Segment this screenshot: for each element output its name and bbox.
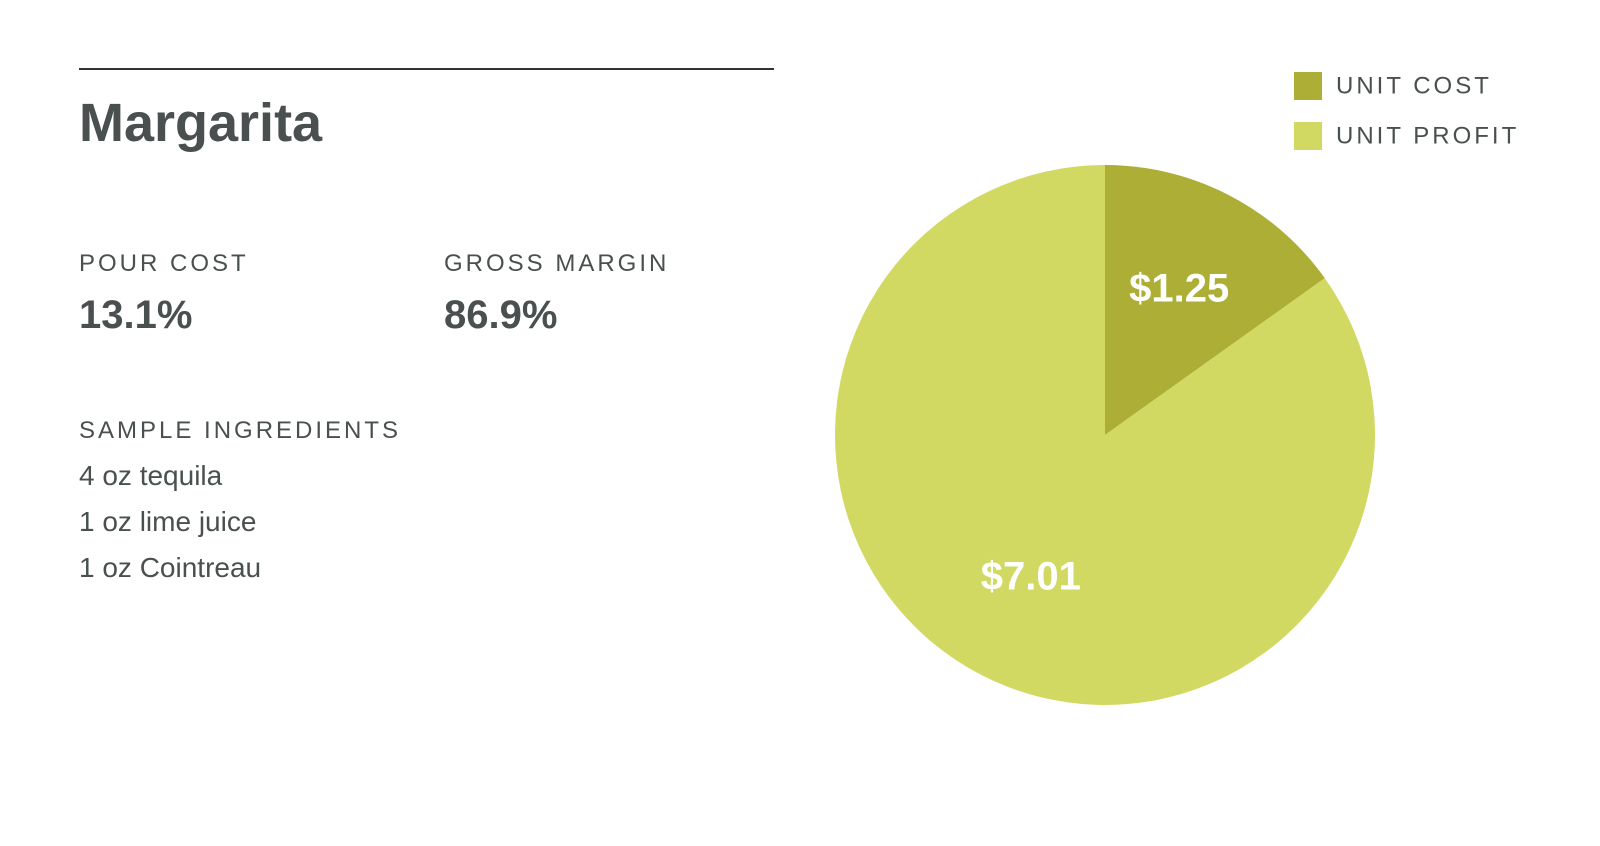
stat-value: 86.9% bbox=[444, 293, 558, 337]
legend-label: UNIT PROFIT bbox=[1336, 122, 1519, 149]
data-label: $7.01 bbox=[981, 555, 1081, 599]
pie-slice bbox=[835, 165, 1376, 706]
pie-slice bbox=[1105, 165, 1325, 435]
ingredient: 1 oz lime juice bbox=[79, 506, 257, 537]
stat-label: POUR COST bbox=[79, 250, 249, 277]
legend-swatch bbox=[1294, 72, 1322, 100]
title: Margarita bbox=[79, 93, 323, 153]
rule bbox=[79, 68, 774, 70]
stat-label: GROSS MARGIN bbox=[444, 250, 670, 277]
data-label: $1.25 bbox=[1129, 267, 1229, 311]
ingredient: 1 oz Cointreau bbox=[79, 552, 262, 583]
legend-label: UNIT COST bbox=[1336, 72, 1492, 99]
ingredients-heading: SAMPLE INGREDIENTS bbox=[79, 417, 402, 444]
ingredient: 4 oz tequila bbox=[79, 460, 223, 491]
stat-value: 13.1% bbox=[79, 293, 193, 337]
legend-swatch bbox=[1294, 122, 1322, 150]
